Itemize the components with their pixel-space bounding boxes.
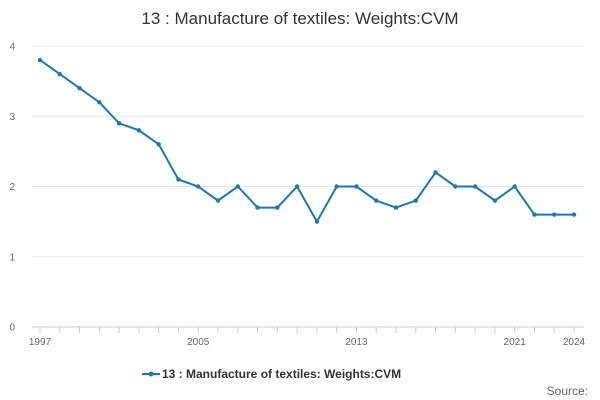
legend-label: 13 : Manufacture of textiles: Weights:CV… <box>162 367 401 381</box>
data-point[interactable] <box>314 219 320 224</box>
y-tick-label: 0 <box>9 323 15 334</box>
data-point[interactable] <box>215 198 221 203</box>
data-point[interactable] <box>433 170 438 175</box>
source-label: Source: <box>547 384 588 398</box>
legend[interactable]: 13 : Manufacture of textiles: Weights:CV… <box>142 367 401 381</box>
data-point[interactable] <box>453 184 458 189</box>
y-tick-label: 1 <box>9 252 15 263</box>
data-point[interactable] <box>393 205 399 210</box>
x-axis-ticks: 1997 2005 2013 2021 2024 <box>29 327 586 348</box>
y-axis-ticks: 0 1 2 3 4 <box>9 42 15 334</box>
data-point[interactable] <box>57 71 62 77</box>
data-point[interactable] <box>235 184 240 189</box>
data-point[interactable] <box>116 121 122 126</box>
data-point[interactable] <box>334 184 339 189</box>
data-point[interactable] <box>552 212 557 217</box>
data-point[interactable] <box>176 177 181 182</box>
legend-marker-icon <box>148 371 154 377</box>
data-point[interactable] <box>354 184 359 189</box>
data-point[interactable] <box>196 184 201 189</box>
data-point[interactable] <box>374 198 379 203</box>
x-tick-label: 2024 <box>563 337 586 348</box>
y-tick-label: 3 <box>9 112 15 123</box>
x-tick-label: 1997 <box>29 337 52 348</box>
data-point[interactable] <box>97 100 102 105</box>
data-point[interactable] <box>136 128 142 133</box>
data-point[interactable] <box>472 184 478 189</box>
x-tick-label: 2021 <box>504 337 527 348</box>
gridlines <box>32 45 584 258</box>
chart-title: 13 : Manufacture of textiles: Weights:CV… <box>141 9 458 28</box>
data-point[interactable] <box>275 205 280 210</box>
data-point[interactable] <box>492 198 498 203</box>
data-point[interactable] <box>532 212 537 217</box>
data-point[interactable] <box>37 57 43 63</box>
data-point[interactable] <box>294 184 300 189</box>
series-line <box>39 59 574 224</box>
x-tick-label: 2005 <box>187 337 210 348</box>
data-point[interactable] <box>512 184 517 189</box>
x-tick-label: 2013 <box>345 337 368 348</box>
y-tick-label: 2 <box>9 182 15 193</box>
data-point[interactable] <box>255 205 260 210</box>
series-points <box>37 57 577 224</box>
data-point[interactable] <box>77 85 82 91</box>
data-point[interactable] <box>571 212 577 217</box>
data-point[interactable] <box>413 198 418 203</box>
data-point[interactable] <box>156 142 161 147</box>
y-tick-label: 4 <box>9 42 15 53</box>
